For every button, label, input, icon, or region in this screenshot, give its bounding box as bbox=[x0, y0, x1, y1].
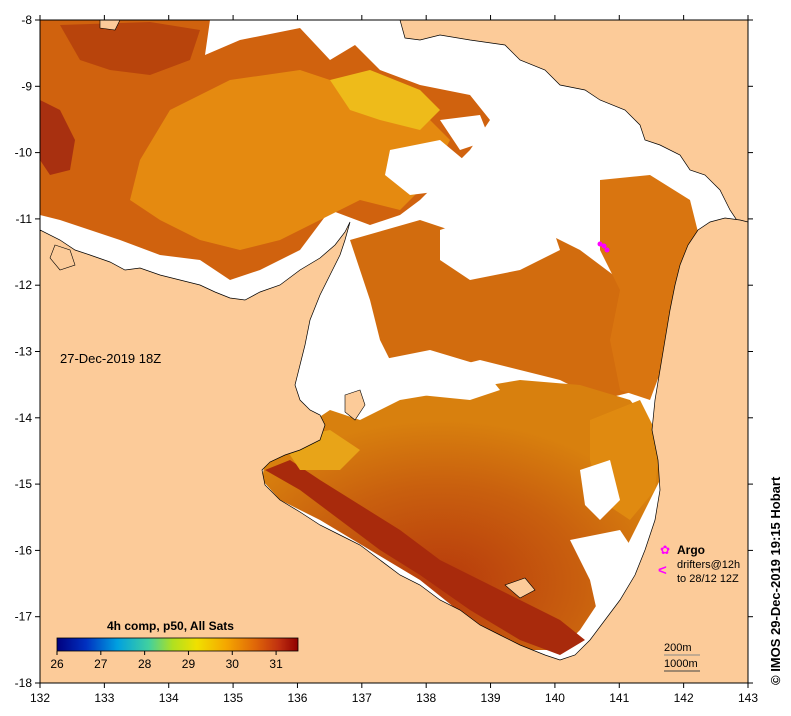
y-tick-label: -13 bbox=[15, 345, 33, 359]
argo-legend-label: Argo bbox=[677, 543, 705, 557]
land-nw-islands bbox=[49, 244, 76, 271]
x-tick-label: 140 bbox=[545, 691, 565, 705]
x-tick-label: 143 bbox=[738, 691, 758, 705]
colorbar-tick-label: 26 bbox=[50, 657, 64, 671]
sst-patch-east bbox=[600, 175, 700, 400]
x-tick-label: 133 bbox=[94, 691, 114, 705]
colorbar: 4h comp, p50, All Sats 26 27 28 29 30 31 bbox=[50, 619, 299, 671]
sst-patch-gulf-hot bbox=[265, 460, 585, 655]
colorbar-tick-label: 27 bbox=[94, 657, 108, 671]
y-tick-label: -18 bbox=[15, 676, 33, 690]
y-tick-label: -8 bbox=[21, 13, 32, 27]
y-tick-label: -10 bbox=[15, 146, 33, 160]
x-axis: 132 133 134 135 136 137 138 139 140 141 142 143 bbox=[30, 15, 758, 705]
colorbar-ramp bbox=[56, 637, 299, 652]
drifter-legend-symbol: < bbox=[658, 562, 667, 579]
timestamp-label: 27-Dec-2019 18Z bbox=[60, 351, 161, 366]
x-tick-label: 136 bbox=[287, 691, 307, 705]
legend: ✿ Argo < drifters@12h to 28/12 12Z 200m … bbox=[658, 543, 740, 672]
drifter-legend-sub: to 28/12 12Z bbox=[677, 573, 739, 585]
land-groote-eylandt bbox=[344, 389, 366, 421]
land-mornington-island bbox=[504, 577, 536, 599]
colorbar-tick-label: 29 bbox=[182, 657, 196, 671]
colorbar-tick-label: 28 bbox=[138, 657, 152, 671]
y-tick-label: -9 bbox=[21, 79, 32, 93]
y-tick-label: -17 bbox=[15, 610, 33, 624]
argo-float bbox=[601, 243, 607, 249]
x-tick-label: 135 bbox=[223, 691, 243, 705]
credit-text: © IMOS 29-Dec-2019 19:15 Hobart bbox=[768, 476, 783, 685]
sst-patch-south bbox=[262, 380, 660, 650]
land-australia bbox=[40, 217, 748, 683]
argo-floats bbox=[597, 241, 610, 253]
sst-patch-nw-hot bbox=[40, 100, 75, 175]
colorbar-title: 4h comp, p50, All Sats bbox=[107, 619, 234, 633]
land-png bbox=[399, 20, 748, 231]
sst-patch-nw-top bbox=[60, 22, 200, 75]
x-tick-label: 142 bbox=[674, 691, 694, 705]
x-tick-label: 141 bbox=[609, 691, 629, 705]
y-tick-label: -14 bbox=[15, 411, 33, 425]
argo-float bbox=[597, 241, 603, 247]
y-tick-label: -15 bbox=[15, 477, 33, 491]
y-tick-label: -11 bbox=[16, 212, 33, 226]
colorbar-ticks: 26 27 28 29 30 31 bbox=[50, 651, 283, 671]
y-tick-label: -16 bbox=[15, 543, 33, 557]
x-tick-label: 134 bbox=[159, 691, 179, 705]
x-tick-label: 137 bbox=[352, 691, 372, 705]
y-tick-label: -12 bbox=[15, 278, 33, 292]
sst-patch-yellow bbox=[330, 70, 440, 130]
x-tick-label: 139 bbox=[481, 691, 501, 705]
drifter-legend-label: drifters@12h bbox=[677, 559, 740, 571]
x-tick-label: 132 bbox=[30, 691, 50, 705]
contour-1000-label: 1000m bbox=[664, 658, 698, 670]
colorbar-tick-label: 31 bbox=[269, 657, 283, 671]
argo-float bbox=[604, 247, 610, 253]
contour-200-label: 200m bbox=[664, 642, 692, 654]
argo-legend-symbol: ✿ bbox=[660, 543, 670, 557]
land-nw-island bbox=[99, 20, 121, 31]
x-tick-label: 138 bbox=[416, 691, 436, 705]
colorbar-tick-label: 30 bbox=[226, 657, 240, 671]
y-axis: -8 -9 -10 -11 -12 -13 -14 -15 -16 -17 -18 bbox=[15, 13, 753, 690]
